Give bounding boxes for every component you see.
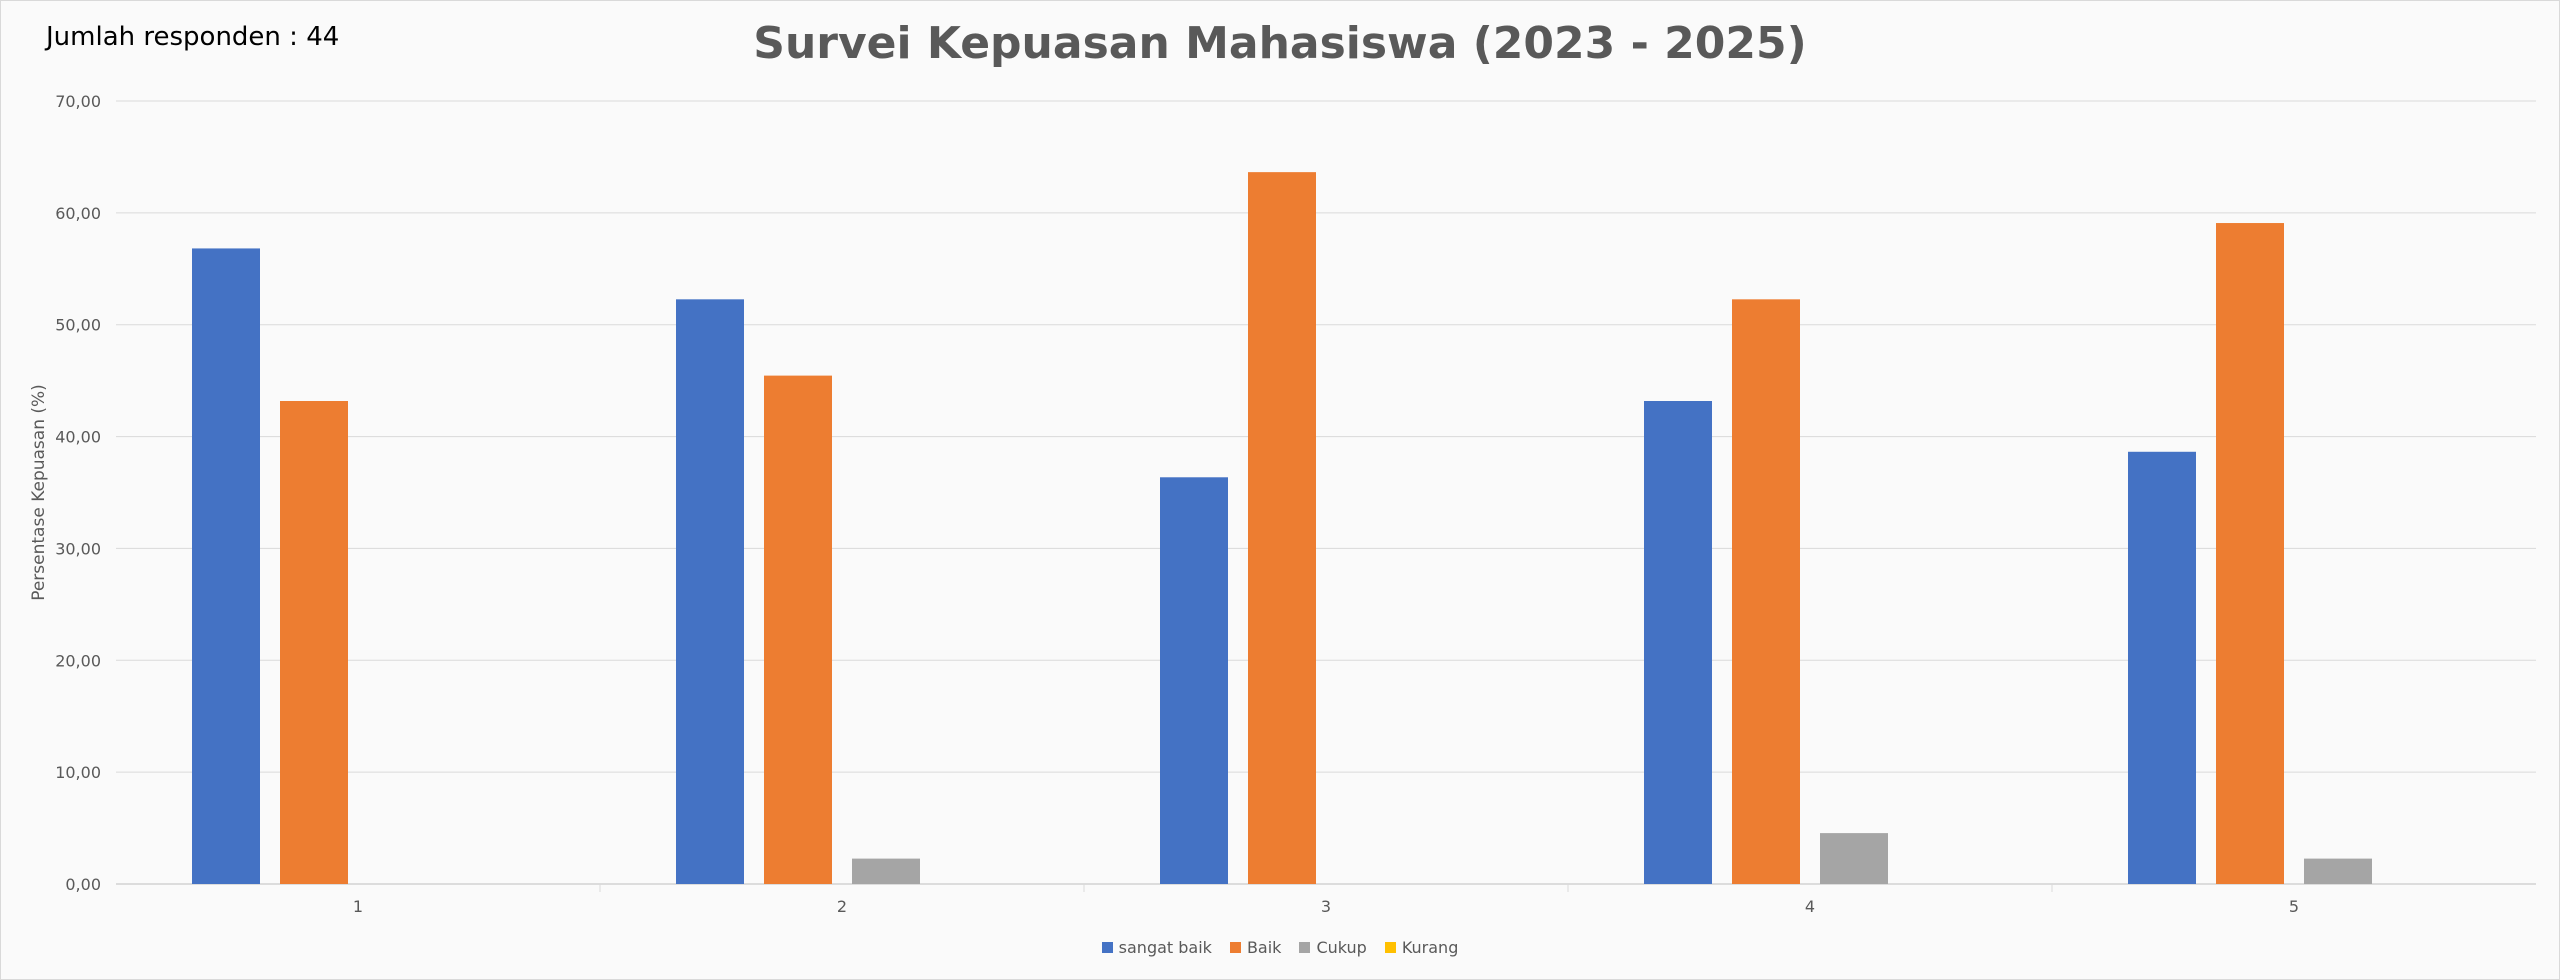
bar-sangat-baik [2128,451,2196,884]
bar-cukup [2304,858,2372,884]
bar-baik [1732,299,1800,884]
x-tick-label: 2 [837,897,847,916]
legend-swatch [1101,942,1113,953]
bar-cukup [1820,833,1888,884]
y-tick-label: 10,00 [55,763,101,782]
bar-baik [280,401,348,884]
y-tick-label: 70,00 [55,92,101,111]
legend-swatch [1229,942,1241,953]
y-tick-label: 40,00 [55,428,101,447]
y-axis-title: Persentase Kepuasan (%) [29,384,49,601]
legend-item: Kurang [1384,938,1459,957]
bar-sangat-baik [192,248,260,884]
legend-swatch [1299,942,1311,953]
x-tick-label: 4 [1805,897,1815,916]
respondent-count-label: Jumlah responden : 44 [46,22,340,52]
chart-legend: sangat baik Baik Cukup Kurang [0,938,2560,957]
bar-sangat-baik [676,299,744,884]
bar-baik [1248,172,1316,885]
y-tick-label: 20,00 [55,651,101,670]
legend-label: Cukup [1316,938,1367,957]
bar-baik [2216,223,2284,885]
y-tick-label: 50,00 [55,316,101,335]
x-tick-label: 3 [1321,897,1331,916]
legend-swatch [1384,942,1396,953]
legend-label: Kurang [1401,938,1459,957]
bar-sangat-baik [1160,477,1228,884]
x-tick-label: 5 [2289,897,2299,916]
legend-label: sangat baik [1118,938,1212,957]
bar-baik [764,375,832,884]
y-tick-label: 0,00 [65,875,101,894]
y-tick-label: 60,00 [55,204,101,223]
legend-label: Baik [1246,938,1282,957]
chart-title: Survei Kepuasan Mahasiswa (2023 - 2025) [753,18,1807,69]
y-tick-label: 30,00 [55,539,101,558]
legend-item: sangat baik [1101,938,1212,957]
bar-cukup [852,858,920,884]
bar-sangat-baik [1644,401,1712,884]
x-tick-label: 1 [353,897,363,916]
legend-item: Cukup [1299,938,1367,957]
legend-item: Baik [1229,938,1282,957]
